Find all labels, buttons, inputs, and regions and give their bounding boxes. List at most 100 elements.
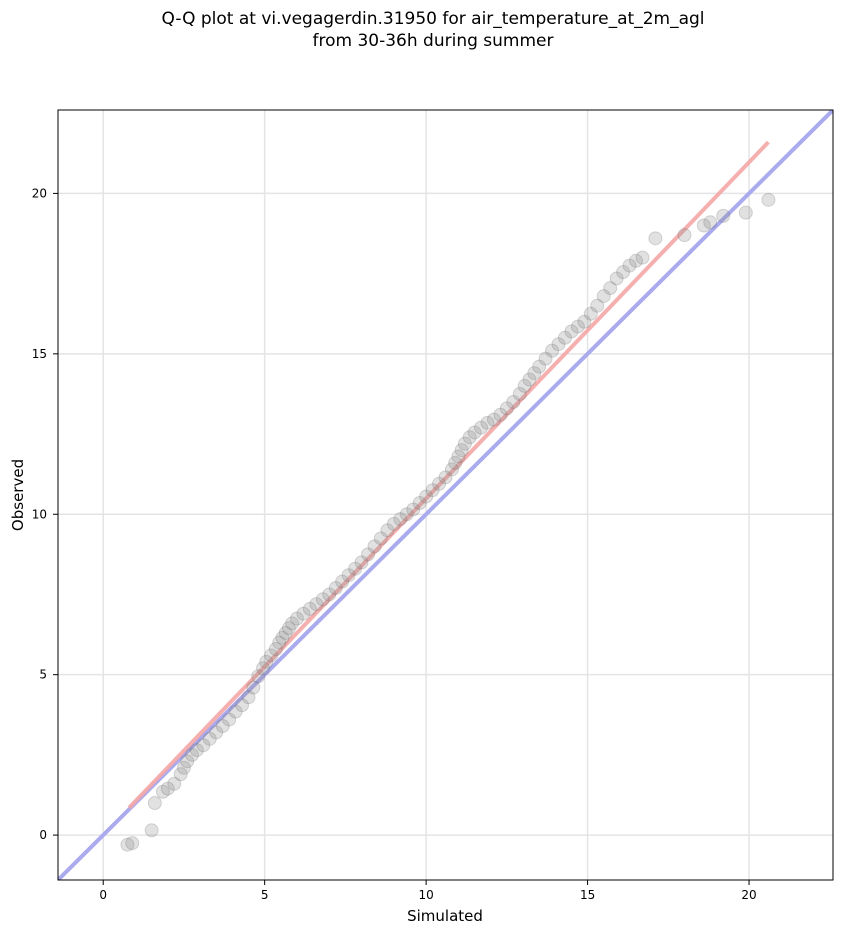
data-point	[635, 250, 650, 265]
data-point	[677, 228, 692, 243]
data-point	[499, 401, 514, 416]
data-point	[147, 796, 162, 810]
data-point	[125, 836, 140, 851]
data-point	[493, 407, 508, 422]
y-tick-label: 15	[32, 347, 47, 361]
data-point	[380, 523, 395, 538]
data-point	[373, 531, 388, 546]
data-point	[315, 592, 330, 607]
data-point	[527, 366, 542, 381]
data-point	[425, 483, 440, 498]
data-point	[361, 547, 375, 562]
data-point	[590, 298, 605, 313]
data-point	[241, 690, 256, 705]
data-point	[189, 743, 204, 758]
data-point	[348, 561, 363, 576]
data-point	[716, 208, 731, 223]
data-point	[268, 642, 283, 656]
data-point	[551, 337, 566, 352]
data-point	[264, 648, 279, 663]
data-point	[564, 324, 579, 339]
x-tick-label: 15	[580, 888, 595, 902]
data-point	[222, 712, 237, 727]
data-point	[545, 343, 560, 358]
fit-line	[127, 140, 770, 810]
data-point	[532, 359, 547, 374]
data-point	[570, 319, 585, 334]
data-point	[196, 738, 211, 753]
y-tick-label: 10	[32, 507, 47, 521]
data-point	[281, 621, 296, 636]
data-point	[648, 231, 663, 246]
data-point	[341, 568, 356, 583]
data-point	[480, 415, 495, 430]
y-tick-label: 20	[32, 186, 47, 200]
data-point	[486, 412, 501, 427]
data-point	[275, 630, 290, 645]
data-point	[272, 635, 287, 650]
data-point	[512, 386, 527, 401]
data-point	[173, 767, 188, 782]
x-tick-label: 0	[99, 888, 107, 902]
y-axis-ticks: 0 5 10 15 20	[32, 186, 58, 842]
data-point	[696, 218, 711, 233]
data-point	[622, 258, 637, 273]
x-tick-label: 10	[418, 888, 433, 902]
data-point	[302, 601, 317, 616]
data-point	[603, 281, 618, 296]
data-point	[209, 725, 224, 740]
data-point	[432, 476, 447, 491]
data-point	[467, 425, 482, 440]
data-point	[448, 455, 463, 470]
data-point	[522, 372, 537, 387]
chart-title-line-2: from 30-36h during summer	[312, 31, 554, 51]
data-point	[761, 192, 776, 207]
data-point	[251, 669, 266, 684]
data-point	[309, 597, 324, 612]
data-point	[629, 253, 644, 268]
data-point	[506, 394, 521, 409]
x-axis-label: Simulated	[407, 907, 483, 925]
data-point	[538, 351, 553, 366]
data-point	[322, 587, 337, 602]
data-point	[367, 539, 382, 554]
data-point	[386, 516, 401, 531]
data-point	[215, 719, 230, 733]
data-point	[454, 443, 469, 458]
reference-line	[58, 110, 833, 880]
axes-frame	[57, 109, 834, 881]
grid	[58, 110, 833, 880]
data-point	[289, 611, 304, 626]
data-point	[462, 430, 477, 445]
data-point	[167, 776, 182, 791]
data-point	[457, 436, 472, 451]
data-points	[120, 192, 776, 852]
data-point	[577, 314, 592, 329]
x-tick-label: 5	[261, 888, 269, 902]
data-point	[438, 470, 453, 485]
data-point	[609, 271, 624, 286]
data-point	[406, 502, 421, 517]
data-point	[202, 731, 217, 746]
data-point	[616, 265, 631, 280]
y-tick-label: 5	[39, 668, 47, 682]
chart-title: Q-Q plot at vi.vegagerdin.31950 for air_…	[0, 8, 843, 52]
data-point	[259, 654, 274, 669]
data-point	[444, 462, 459, 477]
data-point	[557, 330, 572, 345]
data-point	[517, 378, 532, 393]
chart-title-line-1: Q-Q plot at vi.vegagerdin.31950 for air_…	[161, 9, 705, 29]
x-axis-ticks: 0 5 10 15 20	[99, 880, 757, 902]
data-point	[256, 661, 271, 676]
data-point	[583, 306, 598, 321]
data-point	[176, 760, 191, 775]
data-point	[354, 555, 369, 570]
data-point	[328, 581, 343, 596]
data-point	[474, 420, 489, 435]
data-point	[412, 496, 427, 511]
data-point	[296, 606, 311, 621]
data-point	[228, 704, 243, 719]
y-axis-label: Observed	[9, 459, 27, 531]
data-point	[285, 616, 300, 631]
data-point	[180, 754, 195, 769]
